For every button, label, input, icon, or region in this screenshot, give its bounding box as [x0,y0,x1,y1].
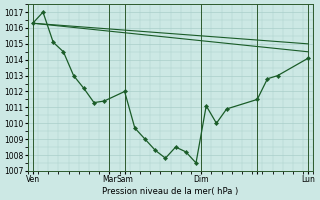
X-axis label: Pression niveau de la mer( hPa ): Pression niveau de la mer( hPa ) [102,187,239,196]
